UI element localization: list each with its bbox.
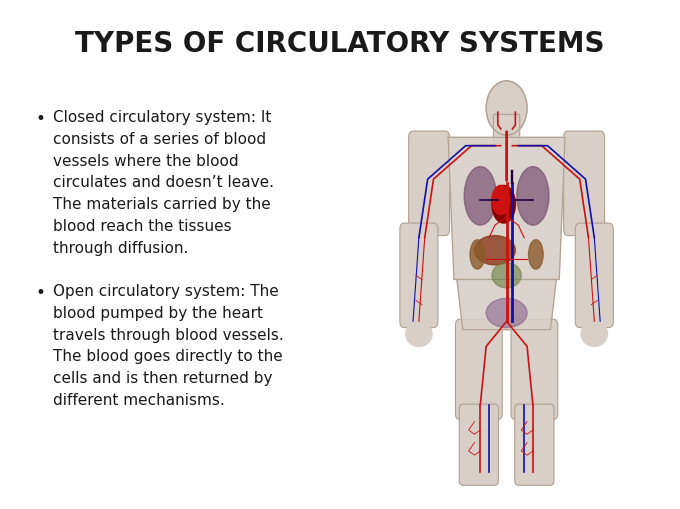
Text: different mechanisms.: different mechanisms. [53,392,225,407]
FancyBboxPatch shape [400,223,438,328]
Ellipse shape [492,263,522,288]
Ellipse shape [492,186,515,223]
FancyBboxPatch shape [459,404,498,485]
FancyBboxPatch shape [575,223,613,328]
Ellipse shape [517,167,549,225]
Text: circulates and doesn’t leave.: circulates and doesn’t leave. [53,175,274,190]
Ellipse shape [581,322,607,347]
Text: vessels where the blood: vessels where the blood [53,153,239,168]
Ellipse shape [486,299,527,328]
Text: TYPES OF CIRCULATORY SYSTEMS: TYPES OF CIRCULATORY SYSTEMS [75,30,605,58]
Ellipse shape [492,186,509,215]
Text: •: • [35,284,45,302]
Text: through diffusion.: through diffusion. [53,240,188,255]
Text: •: • [35,110,45,128]
FancyBboxPatch shape [564,132,605,236]
Text: blood pumped by the heart: blood pumped by the heart [53,305,263,320]
Polygon shape [457,280,556,330]
Text: travels through blood vessels.: travels through blood vessels. [53,327,284,342]
Text: Open circulatory system: The: Open circulatory system: The [53,284,279,299]
Ellipse shape [528,240,543,269]
Ellipse shape [486,81,527,136]
Ellipse shape [464,167,496,225]
Text: The blood goes directly to the: The blood goes directly to the [53,349,283,364]
Text: consists of a series of blood: consists of a series of blood [53,131,266,147]
Ellipse shape [475,236,515,265]
FancyBboxPatch shape [409,132,449,236]
Text: The materials carried by the: The materials carried by the [53,196,271,212]
Text: Closed circulatory system: It: Closed circulatory system: It [53,110,271,125]
Ellipse shape [470,240,485,269]
Text: blood reach the tissues: blood reach the tissues [53,218,232,233]
Polygon shape [448,138,565,280]
Text: cells and is then returned by: cells and is then returned by [53,371,273,385]
Ellipse shape [406,322,432,347]
FancyBboxPatch shape [511,320,558,420]
FancyBboxPatch shape [515,404,554,485]
FancyBboxPatch shape [456,320,503,420]
FancyBboxPatch shape [494,115,520,144]
